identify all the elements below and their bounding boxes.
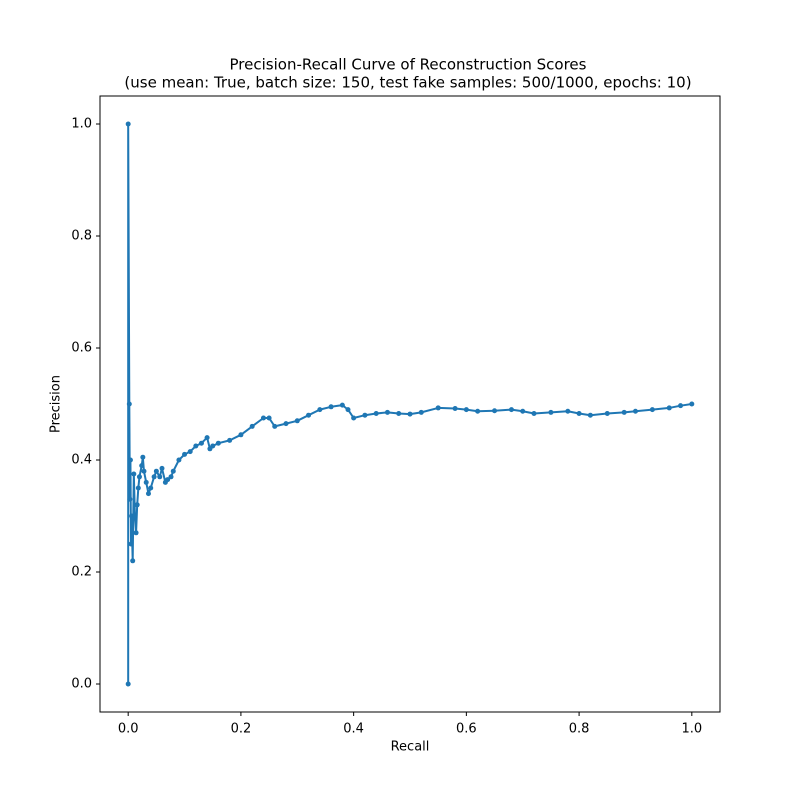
point bbox=[127, 496, 133, 502]
point bbox=[272, 423, 278, 429]
x-axis-label: Recall bbox=[391, 740, 430, 755]
x-tick-label: 0.8 bbox=[569, 722, 590, 737]
point bbox=[604, 411, 610, 417]
point bbox=[215, 440, 221, 446]
point bbox=[373, 411, 379, 417]
point bbox=[139, 463, 145, 469]
point bbox=[565, 408, 571, 414]
point bbox=[153, 468, 159, 474]
point bbox=[384, 409, 390, 415]
point bbox=[266, 415, 272, 421]
point bbox=[227, 437, 233, 443]
point bbox=[249, 423, 255, 429]
point bbox=[131, 471, 137, 477]
point bbox=[238, 432, 244, 438]
x-tick-label: 0.6 bbox=[456, 722, 477, 737]
y-tick-label: 0.0 bbox=[71, 677, 92, 692]
point bbox=[125, 681, 131, 687]
point bbox=[127, 457, 133, 463]
x-tick-label: 1.0 bbox=[681, 722, 702, 737]
point bbox=[128, 541, 134, 547]
point bbox=[666, 405, 672, 411]
point bbox=[134, 502, 140, 508]
point bbox=[170, 468, 176, 474]
point bbox=[548, 409, 554, 415]
point bbox=[531, 411, 537, 417]
point bbox=[328, 404, 334, 410]
point bbox=[407, 411, 413, 417]
point bbox=[508, 407, 514, 413]
point bbox=[649, 407, 655, 413]
point bbox=[135, 485, 141, 491]
point bbox=[151, 474, 157, 480]
point bbox=[306, 412, 312, 418]
point bbox=[576, 411, 582, 417]
point bbox=[133, 530, 139, 536]
point bbox=[159, 465, 165, 471]
y-tick-label: 0.4 bbox=[71, 453, 92, 468]
point bbox=[351, 415, 357, 421]
chart-title: Precision-Recall Curve of Reconstruction… bbox=[230, 56, 587, 74]
point bbox=[165, 477, 171, 483]
point bbox=[418, 409, 424, 415]
point bbox=[283, 421, 289, 427]
point bbox=[210, 443, 216, 449]
point bbox=[204, 435, 210, 441]
y-tick-label: 0.2 bbox=[71, 565, 92, 580]
point bbox=[520, 408, 526, 414]
point bbox=[136, 474, 142, 480]
x-tick-label: 0.4 bbox=[343, 722, 364, 737]
point bbox=[621, 409, 627, 415]
point bbox=[435, 405, 441, 411]
point bbox=[130, 558, 136, 564]
point bbox=[362, 412, 368, 418]
point bbox=[140, 454, 146, 460]
point bbox=[452, 405, 458, 411]
y-axis-label: Precision bbox=[49, 375, 64, 433]
chart-subtitle: (use mean: True, batch size: 150, test f… bbox=[124, 74, 691, 92]
point bbox=[587, 412, 593, 418]
point bbox=[492, 408, 498, 414]
point bbox=[198, 440, 204, 446]
point bbox=[294, 418, 300, 424]
point bbox=[396, 411, 402, 417]
point bbox=[132, 513, 138, 519]
point bbox=[260, 415, 266, 421]
point bbox=[475, 408, 481, 414]
point bbox=[339, 402, 345, 408]
point bbox=[148, 485, 154, 491]
pr-curve bbox=[127, 123, 692, 684]
y-tick-label: 1.0 bbox=[71, 117, 92, 132]
point bbox=[176, 457, 182, 463]
point bbox=[141, 468, 147, 474]
x-tick-label: 0.0 bbox=[118, 722, 139, 737]
point bbox=[157, 474, 163, 480]
point bbox=[125, 121, 131, 127]
point bbox=[193, 443, 199, 449]
point bbox=[632, 408, 638, 414]
point bbox=[689, 401, 695, 407]
y-tick-label: 0.8 bbox=[71, 229, 92, 244]
point bbox=[463, 407, 469, 413]
point bbox=[187, 449, 193, 455]
point bbox=[317, 407, 323, 413]
plot-frame bbox=[99, 95, 721, 713]
point bbox=[126, 401, 132, 407]
x-tick-label: 0.2 bbox=[231, 722, 252, 737]
point bbox=[678, 403, 684, 409]
point bbox=[168, 474, 174, 480]
point bbox=[145, 491, 151, 497]
y-tick-label: 0.6 bbox=[71, 341, 92, 356]
point bbox=[143, 479, 149, 485]
point bbox=[182, 451, 188, 457]
point bbox=[345, 407, 351, 413]
